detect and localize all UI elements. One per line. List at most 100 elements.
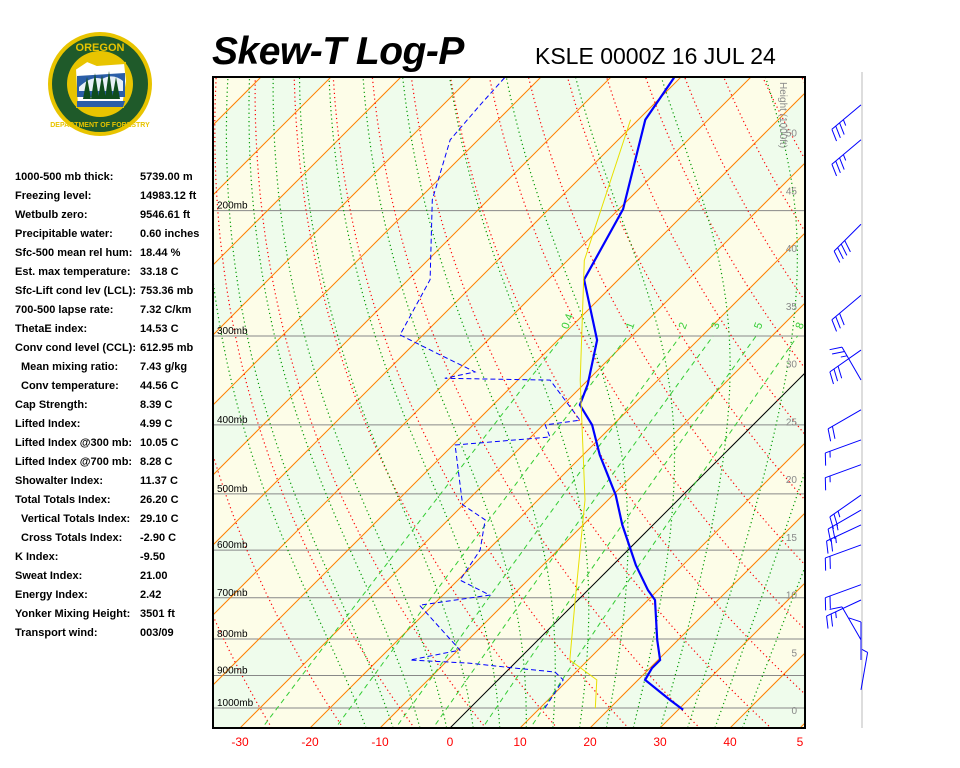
- stat-row: K Index: -9.50: [15, 548, 215, 567]
- mixing-ratio-label: 3: [709, 321, 722, 331]
- stat-label: Total Totals Index:: [15, 494, 111, 506]
- stat-row: Sfc-Lift cond lev (LCL): 753.36 mb: [15, 282, 215, 301]
- wind-barb: [829, 346, 862, 381]
- wind-barb-feather: [829, 346, 843, 351]
- isobar-label: 1000mb: [217, 698, 254, 709]
- isotherm-line: [309, 232, 805, 728]
- temperature-band: [213, 77, 331, 195]
- mixing-ratio-label: 5: [752, 321, 765, 331]
- stat-label: Mean mixing ratio:: [21, 361, 119, 373]
- stat-label: Yonker Mixing Height:: [15, 608, 131, 620]
- sounding-indices-panel: 1000-500 mb thick: 5739.00 m Freezing leve…: [15, 168, 215, 643]
- wind-barb: [829, 349, 862, 385]
- wind-barb-staff: [831, 294, 862, 321]
- stat-row: Total Totals Index: 26.20 C: [15, 491, 215, 510]
- height-tick-label: 30: [786, 360, 798, 371]
- dry-adiabat: [293, 77, 558, 728]
- height-tick-label: 40: [786, 244, 798, 255]
- wind-barb-feather: [844, 240, 851, 253]
- dry-adiabat: [919, 78, 960, 732]
- mixing-ratio-line: [395, 335, 681, 728]
- x-tick-label: 20: [583, 735, 597, 749]
- x-tick-label: 0: [447, 735, 454, 749]
- stat-row: Lifted Index @300 mb: 10.05 C: [15, 434, 215, 453]
- stat-row: 1000-500 mb thick: 5739.00 m: [15, 168, 215, 187]
- stat-value: 5739.00 m: [140, 171, 193, 183]
- stat-label: Lifted Index @700 mb:: [15, 456, 133, 468]
- stat-row: Yonker Mixing Height: 3501 ft: [15, 605, 215, 624]
- wind-barb-half-feather: [842, 154, 847, 161]
- isotherm-line: [213, 77, 542, 406]
- stat-label: K Index:: [15, 551, 59, 563]
- wind-barb: [848, 617, 862, 660]
- mixing-ratio-line: [334, 335, 629, 728]
- moist-adiabat: [402, 77, 556, 728]
- stat-label: Lifted Index:: [15, 418, 81, 430]
- mixing-ratio-label: 8: [794, 321, 807, 331]
- stat-label: Sweat Index:: [15, 570, 83, 582]
- dry-adiabat: [449, 77, 805, 695]
- stat-label: Transport wind:: [15, 627, 98, 639]
- wind-barb: [831, 104, 862, 142]
- stat-row: Energy Index: 2.42: [15, 586, 215, 605]
- stat-label: Wetbulb zero:: [15, 209, 88, 221]
- stat-row: 700-500 lapse rate: 7.32 C/km: [15, 301, 215, 320]
- stat-label: Energy Index:: [15, 589, 88, 601]
- moist-adiabat: [505, 77, 629, 728]
- isobar-label: 900mb: [217, 665, 248, 676]
- stat-row: Lifted Index: 4.99 C: [15, 415, 215, 434]
- wind-barb-staff: [826, 524, 862, 542]
- stat-label: 1000-500 mb thick:: [15, 171, 114, 183]
- stat-value: 0.60 inches: [140, 228, 200, 240]
- x-tick-label: -10: [371, 735, 389, 749]
- wind-barb-feather: [835, 125, 841, 139]
- isotherm-line: [213, 77, 332, 196]
- stat-row: Precipitable water: 0.60 inches: [15, 225, 215, 244]
- oregon-department-of-forestry-logo: OREGON DEPARTMENT OF FORESTRY: [47, 31, 153, 142]
- wind-barb: [826, 524, 862, 554]
- height-tick-label: 0: [791, 706, 797, 717]
- stat-value: -9.50: [140, 551, 166, 563]
- moist-adiabat: [298, 77, 474, 728]
- stat-label: Conv cond level (CCL):: [15, 342, 137, 354]
- dry-adiabat: [214, 77, 416, 728]
- wind-barb-feather: [833, 368, 839, 382]
- stat-value: 003/09: [140, 627, 174, 639]
- x-tick-label: -30: [231, 735, 249, 749]
- stat-row: Mean mixing ratio: 7.43 g/kg: [15, 358, 215, 377]
- moist-adiabat: [328, 77, 501, 728]
- wind-barb-staff: [831, 104, 862, 130]
- wind-barb-staff: [825, 584, 862, 599]
- dry-adiabat: [332, 77, 630, 728]
- stat-row: Vertical Totals Index: 29.10 C: [15, 510, 215, 529]
- stat-value: -2.90 C: [140, 532, 177, 544]
- wind-barb-staff: [833, 223, 862, 252]
- isotherm-line: [213, 77, 472, 336]
- mixing-ratio-line: [529, 335, 799, 728]
- isotherm-line: [213, 92, 805, 686]
- stat-value: 14.53 C: [140, 323, 179, 335]
- wind-barb-feather: [831, 319, 838, 332]
- wind-barb-feather: [832, 350, 845, 355]
- stat-row: Showalter Index: 11.37 C: [15, 472, 215, 491]
- isotherm-line: [379, 302, 805, 728]
- wind-barb-half-feather: [836, 523, 839, 531]
- isotherm-line: [239, 162, 805, 728]
- stat-value: 7.43 g/kg: [140, 361, 188, 373]
- wind-barb: [860, 648, 869, 690]
- stat-value: 7.32 C/km: [140, 304, 192, 316]
- wind-barb-feather: [829, 606, 843, 610]
- stat-value: 3501 ft: [140, 608, 175, 620]
- height-tick-label: 15: [786, 533, 798, 544]
- dry-adiabat: [841, 78, 960, 732]
- isotherm-line: [589, 512, 805, 728]
- mixing-ratio-line: [261, 335, 564, 728]
- stat-row: Freezing level: 14983.12 ft: [15, 187, 215, 206]
- temperature-band: [800, 723, 805, 728]
- wind-barb-feather: [837, 365, 843, 379]
- station-time-label: KSLE 0000Z 16 JUL 24: [535, 43, 776, 69]
- wind-barb-feather: [827, 428, 832, 442]
- wind-barb-feather: [831, 129, 838, 142]
- wind-barb-staff: [841, 606, 862, 641]
- wind-barb-staff: [829, 349, 862, 373]
